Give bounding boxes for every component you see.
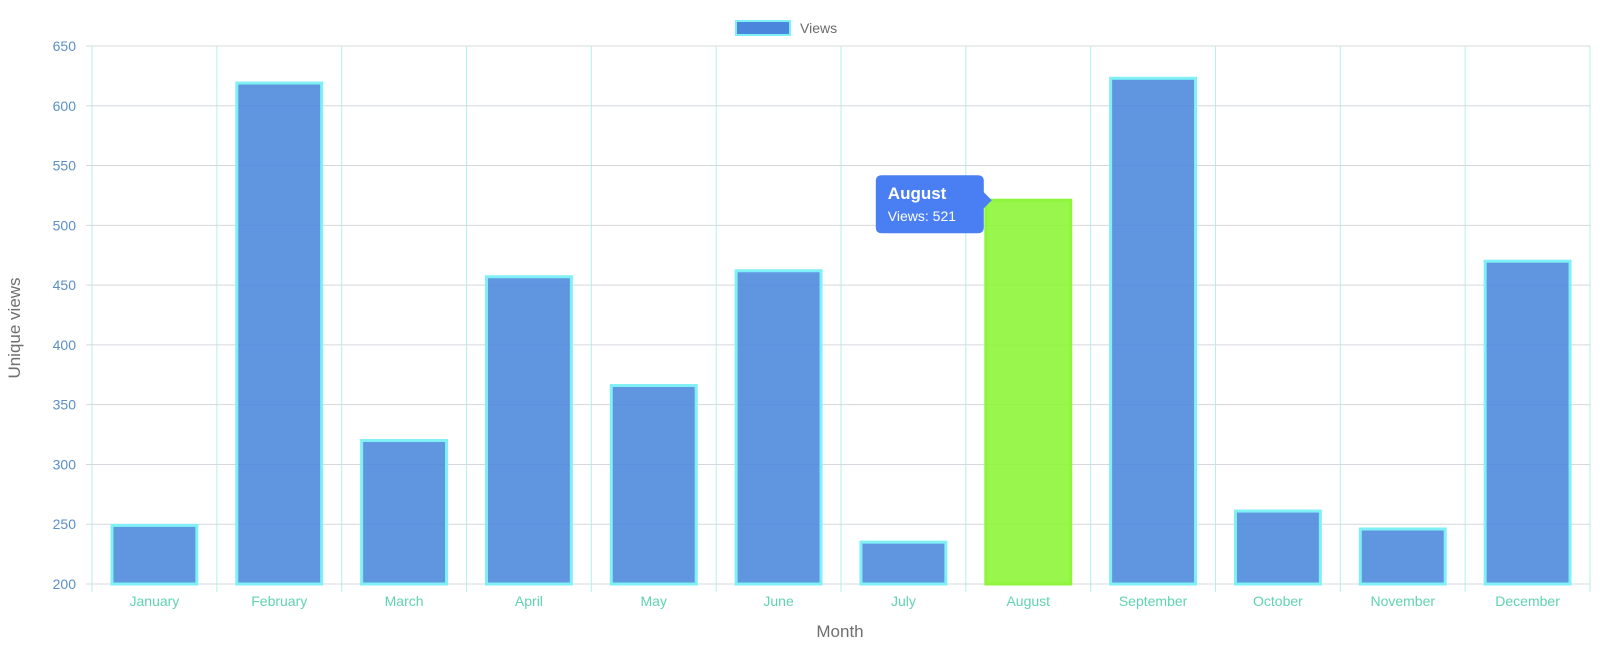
tooltip-title: August (888, 184, 947, 203)
x-tick-label-march: March (385, 593, 424, 609)
x-tick-label-october: October (1253, 593, 1303, 609)
x-tick-label-february: February (251, 593, 307, 609)
x-tick-label-june: June (763, 593, 794, 609)
tooltip: August Views: 521 (875, 175, 992, 234)
y-axis-ticks: 200 250 300 350 400 450 500 550 600 650 (53, 38, 77, 592)
legend[interactable]: Views (735, 20, 837, 36)
legend-label: Views (800, 20, 837, 36)
bar-december (1483, 259, 1572, 586)
y-tick-label: 450 (53, 277, 77, 293)
x-tick-label-august: August (1006, 593, 1050, 609)
grid-lines (86, 45, 1591, 592)
bar-october (1233, 509, 1322, 586)
x-axis-title: Month (816, 622, 863, 641)
y-tick-label: 500 (53, 217, 77, 233)
bar-february (235, 81, 324, 586)
tooltip-body: Views: 521 (888, 208, 956, 224)
bar-july (859, 540, 948, 586)
x-tick-label-july: July (891, 593, 916, 609)
tooltip-box (875, 175, 992, 234)
y-tick-label: 600 (53, 98, 77, 114)
x-axis-ticks: January February March April May June July Augu… (130, 593, 1561, 609)
bar-january (110, 523, 199, 586)
bar-may (609, 384, 698, 586)
legend-swatch (735, 20, 791, 36)
y-axis-title: Unique views (5, 277, 24, 378)
x-tick-label-april: April (515, 593, 543, 609)
bar-april (484, 275, 573, 586)
x-tick-label-may: May (641, 593, 667, 609)
y-tick-label: 200 (53, 576, 77, 592)
x-tick-label-november: November (1370, 593, 1435, 609)
bar-november (1358, 527, 1447, 586)
bars (110, 76, 1572, 586)
y-tick-label: 300 (53, 456, 77, 472)
bar-september (1109, 76, 1198, 586)
bar-june (734, 269, 823, 586)
y-tick-label: 350 (53, 397, 77, 413)
y-tick-label: 250 (53, 516, 77, 532)
y-tick-label: 650 (53, 38, 77, 54)
x-tick-label-september: September (1119, 593, 1188, 609)
bar-august (984, 198, 1073, 586)
x-tick-label-december: December (1495, 593, 1560, 609)
y-tick-label: 400 (53, 337, 77, 353)
y-tick-label: 550 (53, 158, 77, 174)
x-tick-label-january: January (130, 593, 180, 609)
bar-march (360, 439, 449, 586)
